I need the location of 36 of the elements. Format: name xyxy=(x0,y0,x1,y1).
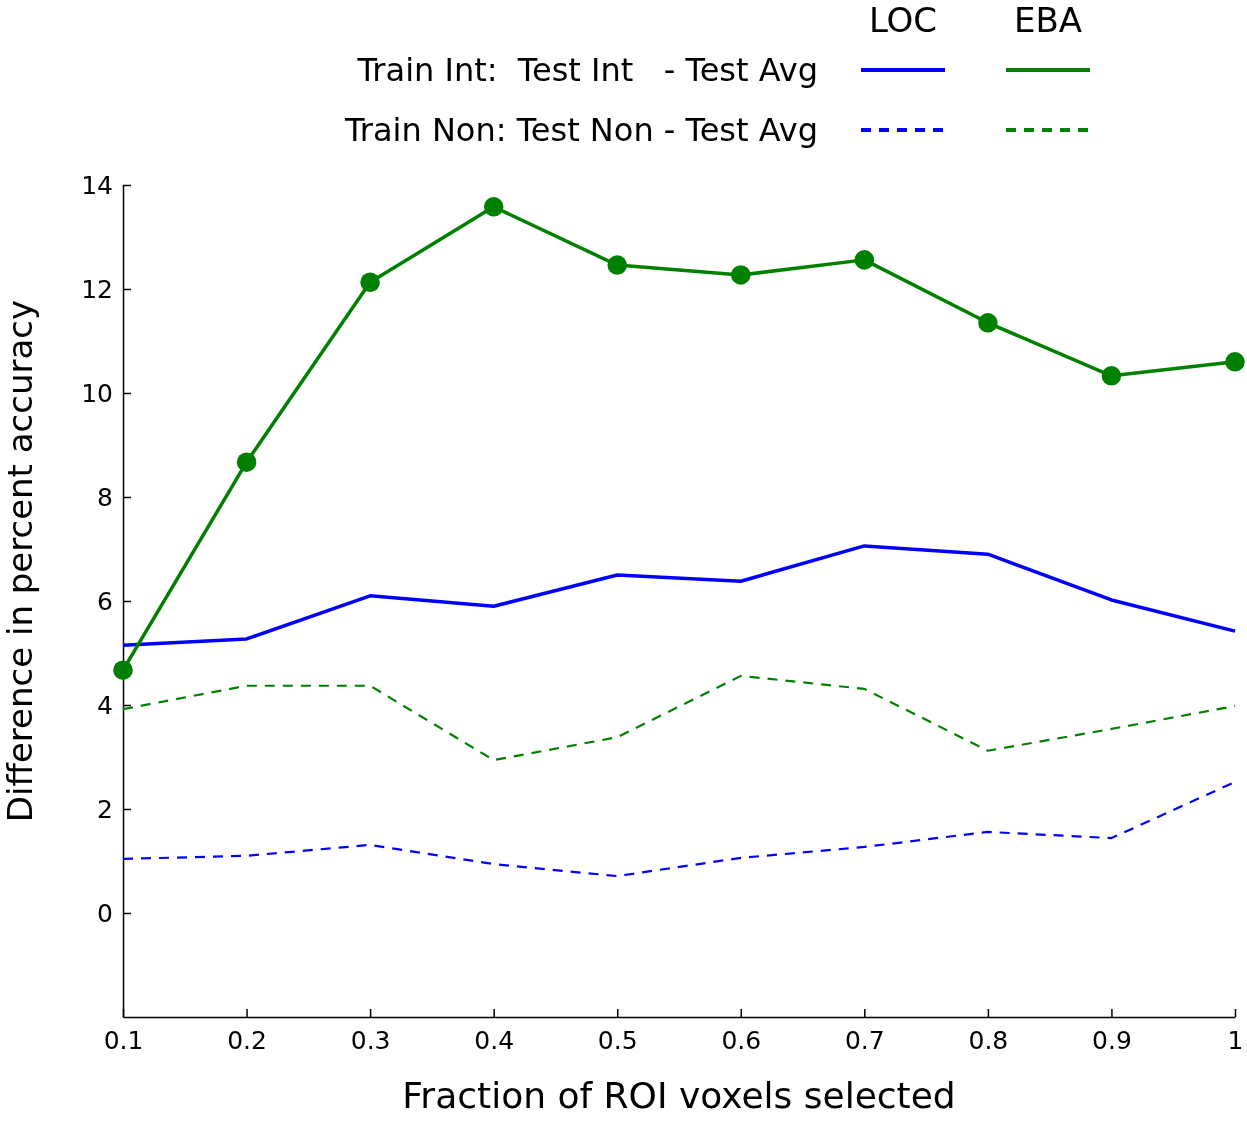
point xyxy=(236,452,257,472)
point xyxy=(483,197,504,217)
y-tick-label: 8 xyxy=(97,482,113,512)
point xyxy=(360,272,380,292)
x-axis-title: Fraction of ROI voxels selected xyxy=(402,1075,956,1116)
y-tick-label: 4 xyxy=(97,690,113,720)
point xyxy=(113,660,133,680)
x-tick-label: 0.4 xyxy=(474,1025,515,1055)
text: EBA xyxy=(1013,0,1083,40)
y-tick-label: 14 xyxy=(81,170,113,200)
x-tick-label: 0.5 xyxy=(597,1025,638,1055)
x-tick-label: 0.6 xyxy=(721,1025,762,1055)
y-tick-label: 0 xyxy=(97,898,113,928)
x-tick-label: 1 xyxy=(1227,1025,1244,1055)
x-tick-label: 0.7 xyxy=(844,1025,885,1055)
point xyxy=(731,265,751,285)
line-series xyxy=(121,544,1237,647)
text: Train Int: Test Int - Test Avg xyxy=(356,51,818,89)
point xyxy=(854,250,875,270)
point xyxy=(1225,352,1245,372)
y-axis-title: Difference in percent accuracy xyxy=(0,299,40,823)
x-tick-label: 0.2 xyxy=(227,1025,267,1055)
y-tick-label: 10 xyxy=(81,378,113,408)
point xyxy=(1101,366,1122,386)
text: LOC xyxy=(868,0,938,40)
y-tick-label: 2 xyxy=(97,794,113,824)
x-tick-label: 0.8 xyxy=(968,1025,1009,1055)
x-tick-label: 0.1 xyxy=(103,1025,144,1055)
point xyxy=(978,313,998,333)
x-tick-label: 0.3 xyxy=(350,1025,391,1055)
y-tick-label: 12 xyxy=(81,274,113,304)
line-series xyxy=(121,674,1237,762)
text: Train Non: Test Non - Test Avg xyxy=(343,111,818,149)
point xyxy=(607,255,627,275)
x-tick-label: 0.9 xyxy=(1092,1025,1132,1055)
y-tick-label: 6 xyxy=(97,586,113,616)
